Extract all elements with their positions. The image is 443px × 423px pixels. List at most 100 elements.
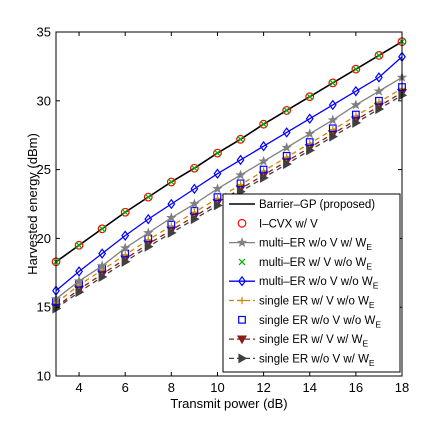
data-point (259, 140, 268, 152)
data-point (189, 198, 200, 209)
y-tick-label: 25 (37, 162, 51, 177)
data-point (328, 99, 337, 111)
legend-item: I–CVX w/ V (237, 218, 318, 230)
data-point (121, 256, 131, 267)
data-point (144, 213, 153, 225)
legend-item: single ER w/ V w/o WE (229, 296, 375, 311)
legend-swatch-marker (238, 258, 246, 266)
data-point (329, 131, 339, 142)
legend-item: multi–ER w/ V w/o WE (238, 257, 372, 272)
legend-label: multi–ER w/o V w/ WE (259, 238, 372, 253)
legend-swatch-marker (238, 275, 246, 287)
legend-swatch-marker (236, 335, 248, 345)
data-point (143, 192, 153, 202)
data-point (190, 214, 200, 225)
data-point (375, 96, 383, 105)
series-line (55, 40, 403, 263)
data-point (352, 65, 360, 73)
data-point (281, 142, 292, 153)
legend-item: Barrier–GP (proposed) (229, 199, 375, 211)
legend: Barrier–GP (proposed) I–CVX w/ V multi–ER … (222, 193, 401, 373)
data-point (282, 106, 292, 115)
legend-label: single ER w/ V w/o WE (259, 296, 375, 311)
data-point (98, 271, 108, 282)
data-point (213, 168, 222, 180)
data-point (213, 200, 223, 211)
data-point (328, 78, 338, 88)
data-point (375, 104, 385, 115)
data-point (190, 206, 199, 215)
data-point (120, 242, 131, 253)
legend-label: single ER w/o V w/o WE (259, 315, 381, 330)
legend-swatch-marker (238, 315, 246, 324)
data-point (258, 155, 269, 166)
data-point (143, 227, 154, 238)
data-point (236, 179, 245, 188)
x-tick-label: 4 (75, 380, 82, 395)
y-tick-label: 35 (37, 25, 51, 40)
data-point (167, 220, 176, 229)
x-tick-label: 6 (122, 380, 129, 395)
data-point (214, 149, 221, 157)
data-point (237, 135, 244, 143)
data-point (120, 207, 130, 217)
data-point (304, 128, 315, 139)
data-point (73, 275, 85, 286)
data-point (97, 224, 107, 234)
data-point (189, 163, 199, 173)
data-point (351, 110, 360, 119)
data-point (259, 165, 268, 174)
legend-item: multi–ER w/o V w/o WE (229, 275, 379, 291)
data-point (327, 114, 339, 125)
series-0 (55, 40, 403, 263)
data-point (98, 225, 106, 233)
x-tick-label: 16 (349, 380, 363, 395)
data-point (236, 134, 245, 144)
data-point (374, 72, 383, 83)
series-line (55, 76, 403, 300)
x-axis-label: Transmit power (dB) (170, 396, 287, 411)
plot-frame (55, 31, 403, 377)
data-point (75, 287, 85, 298)
series-line (55, 56, 403, 292)
legend-swatch-marker (238, 353, 248, 364)
data-point (167, 178, 175, 186)
data-point (121, 208, 129, 216)
data-point (260, 120, 268, 128)
data-point (282, 127, 291, 138)
data-point (166, 212, 177, 223)
y-tick-label: 10 (37, 369, 51, 384)
data-point (283, 107, 291, 114)
data-point (282, 151, 291, 160)
data-point (75, 241, 83, 249)
data-point (305, 113, 314, 124)
legend-label: multi–ER w/ V w/o WE (259, 257, 372, 272)
data-point (305, 92, 315, 102)
data-point (374, 50, 384, 60)
y-tick-label: 30 (37, 93, 51, 108)
data-point (236, 154, 245, 166)
legend-swatch-marker (236, 237, 248, 248)
legend-item: single ER w/ V w/ WE (229, 334, 369, 349)
y-tick-label: 20 (37, 231, 51, 246)
data-point (98, 248, 107, 259)
legend-item: single ER w/o V w/o WE (238, 315, 381, 330)
legend-item: single ER w/o V w/ WE (229, 353, 375, 368)
data-point (190, 164, 198, 172)
data-point (329, 79, 337, 87)
legend-label: Barrier–GP (proposed) (259, 199, 375, 211)
data-point (375, 51, 383, 59)
data-point (144, 193, 152, 201)
data-point (167, 227, 177, 238)
data-point (283, 159, 292, 170)
data-point (351, 85, 360, 97)
legend-label: single ER w/ V w/ WE (259, 334, 369, 349)
data-point (213, 148, 222, 158)
series-4 (52, 51, 406, 296)
data-point (306, 93, 314, 101)
data-point (74, 240, 84, 250)
data-point (305, 138, 314, 146)
x-tick-label: 10 (210, 380, 224, 395)
data-point (166, 177, 176, 187)
